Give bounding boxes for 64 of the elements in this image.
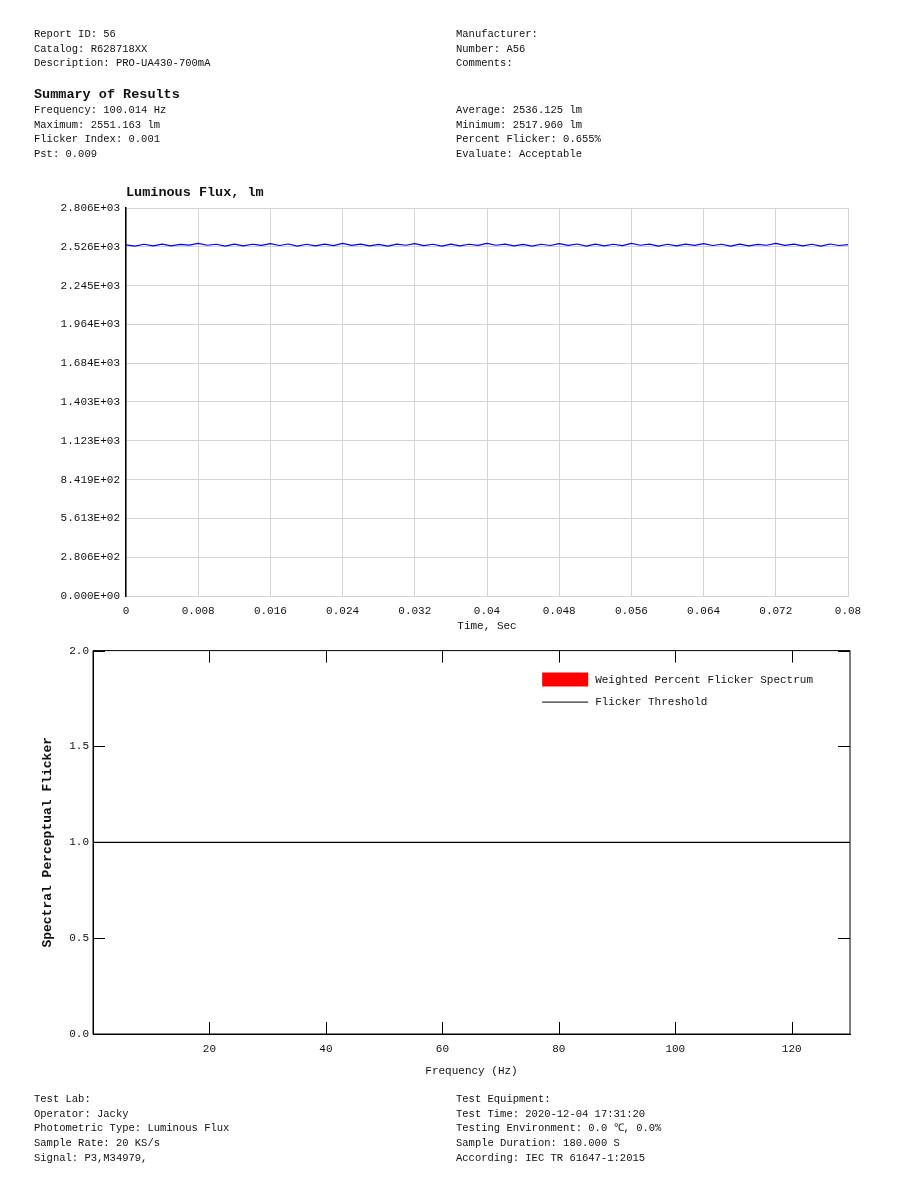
text: Description: PRO-UA430-700mA (34, 56, 212, 72)
x-tick-label: 40 (319, 1042, 333, 1055)
text: Test Equipment: (456, 1092, 552, 1107)
x-tick-label: 0.016 (253, 604, 287, 617)
text: Flicker Index: 0.001 (34, 132, 162, 148)
text: Manufacturer: (456, 27, 539, 42)
y-axis-title: Spectral Perceptual Flicker (40, 736, 56, 948)
legend-label: Weighted Percent Flicker Spectrum (595, 673, 814, 686)
text: Maximum: 2551.163 lm (34, 117, 162, 133)
y-tick-label: 2.526E+03 (60, 240, 120, 253)
y-tick-label: 1.123E+03 (60, 434, 120, 447)
y-tick-label: 5.613E+02 (60, 512, 120, 525)
text: Evaluate: Acceptable (456, 147, 584, 162)
text: Average: 2536.125 lm (456, 103, 584, 118)
x-tick-label: 0.008 (181, 604, 215, 617)
x-tick-label: 120 (781, 1042, 802, 1055)
text: Sample Rate: 20 KS/s (34, 1136, 162, 1151)
text: Frequency: 100.014 Hz (34, 103, 168, 118)
x-tick-label: 0.064 (687, 604, 721, 617)
y-tick-label: 1.403E+03 (60, 395, 120, 408)
text: Test Time: 2020-12-04 17:31:20 (456, 1106, 647, 1122)
x-axis-title: Time, Sec (457, 620, 517, 633)
y-tick-label: 1.964E+03 (60, 318, 120, 331)
y-tick-label: 1.684E+03 (60, 357, 120, 370)
text: Number: A56 (456, 41, 527, 57)
y-tick-label: 1.0 (69, 836, 89, 849)
chart-title: Luminous Flux, lm (126, 185, 264, 201)
x-tick-label: 0.08 (834, 604, 862, 617)
y-tick-label: 2.806E+03 (60, 201, 120, 214)
y-tick-label: 0.5 (69, 932, 89, 945)
x-tick-label: 100 (665, 1042, 686, 1055)
text: Sample Duration: 180.000 S (456, 1136, 621, 1151)
x-tick-label: 0.072 (759, 604, 793, 617)
text: Report ID: 56 (34, 27, 117, 42)
y-tick-label: 2.0 (69, 644, 89, 657)
x-tick-label: 0.056 (614, 604, 648, 617)
x-tick-label: 80 (552, 1042, 566, 1055)
text: Percent Flicker: 0.655% (456, 132, 602, 148)
legend-label: Flicker Threshold (595, 695, 708, 708)
y-tick-label: 8.419E+02 (60, 473, 120, 486)
text: Test Lab: (34, 1092, 92, 1107)
text: According: IEC TR 61647-1:2015 (456, 1150, 647, 1166)
text: Pst: 0.009 (34, 147, 98, 162)
x-tick-label: 0 (122, 604, 130, 617)
text: Photometric Type: Luminous Flux (34, 1121, 231, 1137)
text: Testing Environment: 0.0 ℃, 0.0% (456, 1121, 663, 1137)
text: Minimum: 2517.960 lm (456, 117, 584, 133)
y-tick-label: 2.806E+02 (60, 551, 120, 564)
text: Comments: (456, 56, 514, 72)
y-tick-label: 0.000E+00 (60, 589, 120, 602)
y-tick-label: 2.245E+03 (60, 279, 120, 292)
text: Operator: Jacky (34, 1106, 130, 1122)
x-tick-label: 20 (202, 1042, 217, 1055)
y-tick-label: 1.5 (69, 740, 89, 753)
x-tick-label: 0.032 (398, 604, 432, 617)
x-tick-label: 0.048 (542, 604, 576, 617)
text: Summary of Results (34, 86, 181, 103)
text: Signal: P3,M34979, (34, 1150, 149, 1166)
y-tick-label: 0.0 (69, 1027, 89, 1040)
x-axis-title: Frequency (Hz) (425, 1065, 518, 1078)
x-tick-label: 0.024 (326, 604, 360, 617)
text: Catalog: R628718XX (34, 41, 149, 57)
x-tick-label: 60 (435, 1042, 449, 1055)
x-tick-label: 0.04 (473, 604, 501, 617)
